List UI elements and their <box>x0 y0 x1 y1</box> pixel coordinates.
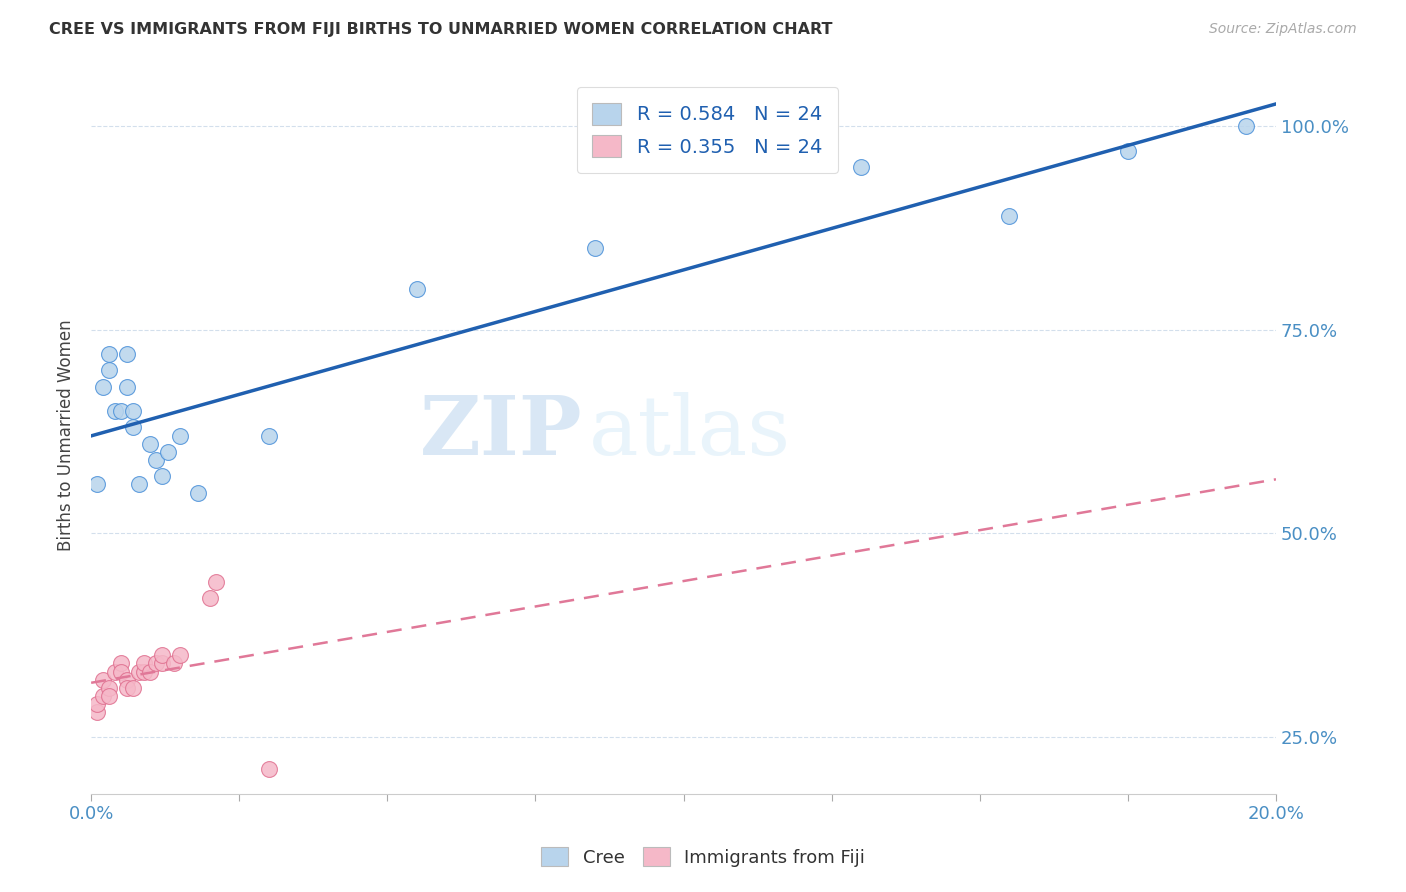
Point <box>86 697 108 711</box>
Point <box>121 681 143 695</box>
Point <box>115 347 138 361</box>
Point <box>163 657 186 671</box>
Point <box>134 657 156 671</box>
Point <box>150 657 173 671</box>
Y-axis label: Births to Unmarried Women: Births to Unmarried Women <box>58 319 75 551</box>
Text: CREE VS IMMIGRANTS FROM FIJI BIRTHS TO UNMARRIED WOMEN CORRELATION CHART: CREE VS IMMIGRANTS FROM FIJI BIRTHS TO U… <box>49 22 832 37</box>
Point <box>169 428 191 442</box>
Point <box>139 436 162 450</box>
Point <box>91 689 114 703</box>
Text: Source: ZipAtlas.com: Source: ZipAtlas.com <box>1209 22 1357 37</box>
Point <box>97 363 120 377</box>
Point <box>115 380 138 394</box>
Point <box>97 681 120 695</box>
Point <box>139 665 162 679</box>
Point <box>104 404 127 418</box>
Point <box>150 469 173 483</box>
Legend: Cree, Immigrants from Fiji: Cree, Immigrants from Fiji <box>534 840 872 874</box>
Point <box>91 380 114 394</box>
Point <box>134 665 156 679</box>
Point <box>128 665 150 679</box>
Point <box>583 241 606 255</box>
Point <box>104 665 127 679</box>
Point <box>150 648 173 663</box>
Point <box>115 681 138 695</box>
Legend: R = 0.584   N = 24, R = 0.355   N = 24: R = 0.584 N = 24, R = 0.355 N = 24 <box>576 87 838 173</box>
Point <box>145 453 167 467</box>
Text: atlas: atlas <box>589 392 792 472</box>
Point <box>91 673 114 687</box>
Point <box>198 591 221 606</box>
Point <box>110 657 132 671</box>
Point <box>1234 120 1257 134</box>
Point <box>97 689 120 703</box>
Point <box>1116 144 1139 158</box>
Point <box>257 428 280 442</box>
Point <box>998 209 1021 223</box>
Point <box>169 648 191 663</box>
Point <box>121 420 143 434</box>
Point <box>121 404 143 418</box>
Text: ZIP: ZIP <box>420 392 583 472</box>
Point <box>115 673 138 687</box>
Point <box>128 477 150 491</box>
Point <box>257 762 280 776</box>
Point <box>110 404 132 418</box>
Point <box>110 665 132 679</box>
Point <box>157 445 180 459</box>
Point <box>187 485 209 500</box>
Point <box>86 706 108 720</box>
Point <box>145 657 167 671</box>
Point <box>851 160 873 174</box>
Point <box>204 575 226 590</box>
Point <box>86 477 108 491</box>
Point <box>97 347 120 361</box>
Point <box>406 282 429 296</box>
